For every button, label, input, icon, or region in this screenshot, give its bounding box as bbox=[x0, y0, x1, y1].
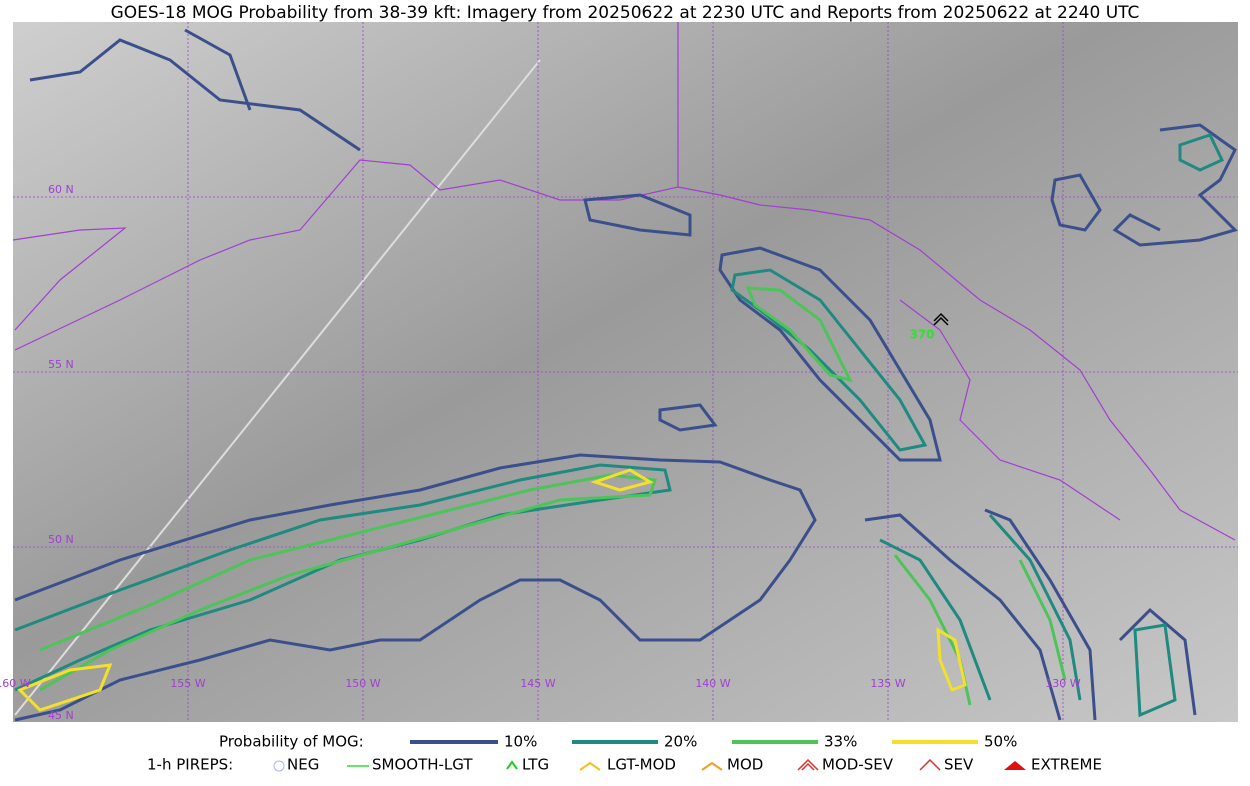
legend-icon bbox=[701, 761, 723, 771]
legend-label: EXTREME bbox=[1031, 756, 1102, 774]
lon-label: 135 W bbox=[870, 677, 905, 690]
contour-50 bbox=[17, 468, 654, 712]
contour-20 bbox=[14, 463, 672, 692]
contours bbox=[14, 28, 1238, 722]
lon-label: 145 W bbox=[520, 677, 555, 690]
lon-label: 160 W bbox=[0, 677, 31, 690]
lon-label: 140 W bbox=[695, 677, 730, 690]
contour-10 bbox=[14, 453, 817, 722]
lat-label: 60 N bbox=[48, 183, 74, 196]
legend-icon bbox=[919, 758, 941, 771]
legend-icon bbox=[273, 760, 285, 772]
contour-33 bbox=[39, 473, 658, 692]
contour-20 bbox=[879, 514, 1082, 701]
lat-label: 50 N bbox=[48, 533, 74, 546]
legend: Probability of MOG: 10% 20% 33% 50% 1-h … bbox=[147, 733, 1102, 774]
legend-label: SMOOTH-LGT bbox=[372, 756, 473, 774]
report-marker bbox=[933, 312, 949, 326]
lon-label: 150 W bbox=[345, 677, 380, 690]
coastline bbox=[12, 159, 1236, 541]
coastline bbox=[677, 22, 1121, 521]
legend-title: 1-h PIREPS: bbox=[147, 756, 233, 774]
lat-label: 45 N bbox=[48, 709, 74, 722]
legend-icon bbox=[1004, 761, 1026, 770]
legend-label: MOD bbox=[727, 756, 763, 774]
contour-50 bbox=[936, 627, 967, 692]
legend-label: 20% bbox=[664, 733, 697, 751]
legend-icon bbox=[579, 761, 601, 771]
title: GOES-18 MOG Probability from 38-39 kft: … bbox=[111, 3, 1140, 23]
report-label: 370 bbox=[909, 328, 934, 342]
legend-title: Probability of MOG: bbox=[219, 733, 364, 751]
legend-label: SEV bbox=[944, 756, 974, 774]
swath-edge bbox=[14, 59, 541, 716]
legend-label: MOD-SEV bbox=[822, 756, 894, 774]
lat-label: 55 N bbox=[48, 358, 74, 371]
legend-label: 50% bbox=[984, 733, 1017, 751]
contour-10 bbox=[718, 246, 942, 462]
contour-10 bbox=[864, 508, 1097, 721]
legend-icon bbox=[797, 758, 819, 771]
contour-10 bbox=[29, 28, 1238, 716]
contour-33 bbox=[745, 286, 853, 383]
legend-label: LGT-MOD bbox=[607, 756, 676, 774]
lon-label: 155 W bbox=[170, 677, 205, 690]
legend-label: NEG bbox=[287, 756, 319, 774]
lon-label: 130 W bbox=[1045, 677, 1080, 690]
map: 60 N 55 N 50 N 45 N 160 W 155 W 150 W 14… bbox=[0, 22, 1238, 722]
legend-label: LTG bbox=[522, 756, 549, 774]
legend-icon bbox=[506, 760, 518, 770]
legend-label: 10% bbox=[504, 733, 537, 751]
contour-20 bbox=[1133, 133, 1225, 718]
legend-label: 33% bbox=[824, 733, 857, 751]
